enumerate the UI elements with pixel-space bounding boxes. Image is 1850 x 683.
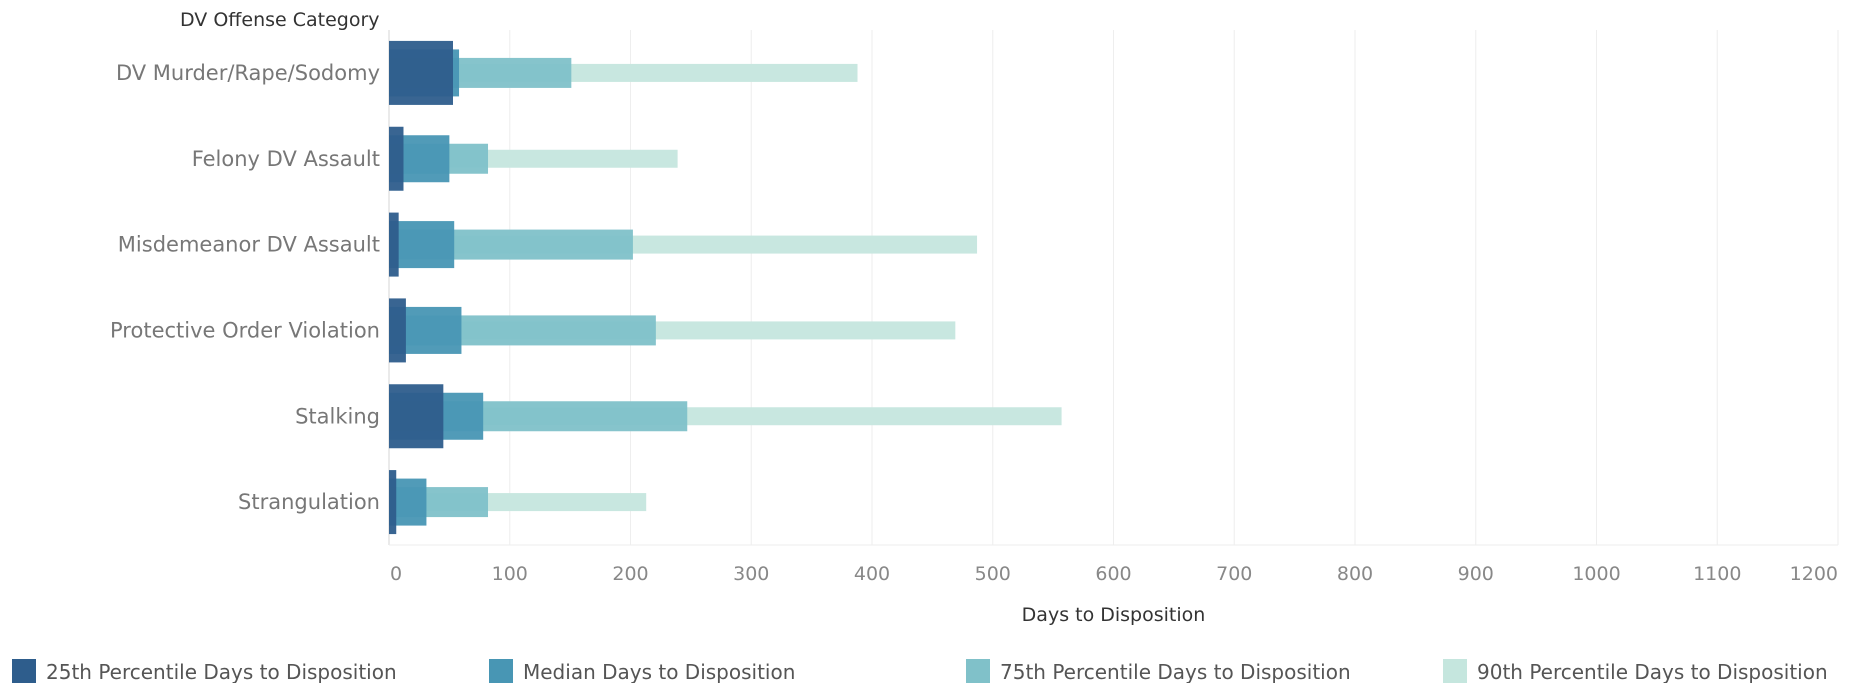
bar: [389, 40, 453, 105]
bar: [389, 298, 406, 363]
tick-label: 500: [975, 563, 1011, 585]
bar: [389, 221, 455, 269]
bar: [389, 470, 397, 535]
row-header: DV Offense Category: [180, 9, 380, 31]
tick-label: 200: [612, 563, 648, 585]
category-label: DV Murder/Rape/Sodomy: [116, 61, 380, 85]
legend-label: Median Days to Disposition: [523, 660, 795, 683]
legend-label: 90th Percentile Days to Disposition: [1477, 660, 1828, 683]
category-label: Stalking: [295, 404, 380, 428]
category-label: Protective Order Violation: [110, 318, 380, 342]
legend-label: 75th Percentile Days to Disposition: [1000, 660, 1351, 683]
legend-swatch: [966, 659, 990, 683]
grid-lines: [388, 30, 1839, 546]
tick-label: 300: [733, 563, 769, 585]
legend-label: 25th Percentile Days to Disposition: [46, 660, 397, 683]
x-axis-title: Days to Disposition: [1022, 604, 1206, 626]
bar: [389, 384, 444, 449]
tick-label: 700: [1216, 563, 1252, 585]
bar: [389, 126, 404, 191]
legend-swatch: [12, 659, 36, 683]
legend-swatch: [1443, 659, 1467, 683]
tick-label: 600: [1095, 563, 1131, 585]
legend: 25th Percentile Days to Disposition Media…: [12, 659, 1828, 683]
tick-label: 100: [492, 563, 528, 585]
category-label: Misdemeanor DV Assault: [118, 233, 380, 257]
bars: [389, 40, 1062, 535]
bar: [389, 212, 399, 277]
category-label: Strangulation: [238, 490, 380, 514]
category-label: Felony DV Assault: [192, 147, 380, 171]
tick-label: 400: [854, 563, 890, 585]
category-labels: DV Murder/Rape/Sodomy Felony DV Assault Mi…: [110, 61, 380, 514]
tick-label: 900: [1458, 563, 1494, 585]
tick-label: 1200: [1790, 563, 1838, 585]
tick-label: 1100: [1693, 563, 1741, 585]
tick-label: 800: [1337, 563, 1373, 585]
tick-label: 1000: [1572, 563, 1620, 585]
x-axis-ticks: 0 100 200 300 400 500 600 700 800 900 1000 1100 1200: [390, 563, 1838, 585]
tick-label: 0: [390, 563, 402, 585]
legend-swatch: [489, 659, 513, 683]
